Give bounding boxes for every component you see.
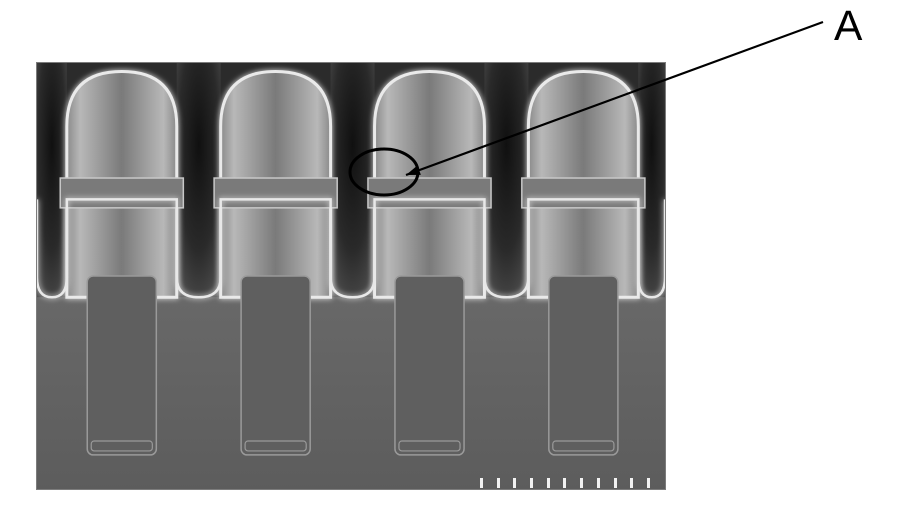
figure-stage: A [0,0,903,512]
sem-micrograph [36,62,666,490]
scale-ticks [480,478,650,488]
annotation-label-a: A [834,2,862,51]
sem-svg [37,63,665,489]
